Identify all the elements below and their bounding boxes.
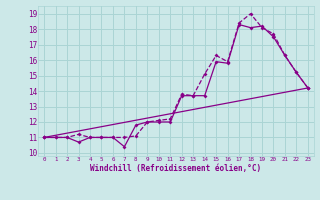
X-axis label: Windchill (Refroidissement éolien,°C): Windchill (Refroidissement éolien,°C) — [91, 164, 261, 173]
